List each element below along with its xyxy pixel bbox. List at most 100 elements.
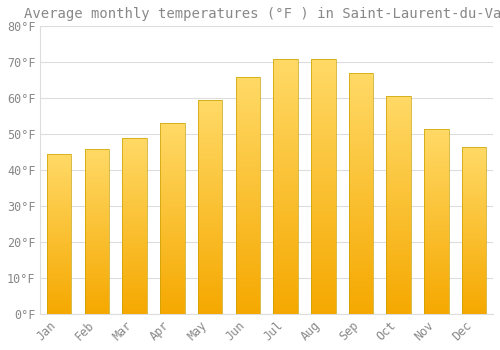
Bar	[348, 303, 374, 304]
Bar	[348, 98, 374, 99]
Bar	[386, 244, 411, 245]
Bar	[386, 286, 411, 287]
Bar	[424, 139, 448, 140]
Bar	[462, 269, 486, 270]
Bar	[274, 223, 298, 225]
Bar	[47, 259, 72, 260]
Bar	[236, 212, 260, 213]
Bar	[160, 190, 184, 191]
Bar	[424, 299, 448, 300]
Bar	[198, 152, 222, 153]
Bar	[274, 150, 298, 152]
Bar	[424, 307, 448, 308]
Bar	[236, 313, 260, 314]
Bar	[198, 266, 222, 267]
Bar	[274, 249, 298, 250]
Bar	[274, 309, 298, 310]
Bar	[462, 287, 486, 288]
Bar	[386, 298, 411, 299]
Bar	[386, 215, 411, 216]
Bar	[236, 246, 260, 247]
Bar	[122, 155, 147, 156]
Bar	[122, 214, 147, 215]
Bar	[274, 89, 298, 91]
Bar	[160, 213, 184, 214]
Bar	[198, 295, 222, 296]
Bar	[386, 152, 411, 153]
Bar	[311, 82, 336, 83]
Bar	[311, 191, 336, 193]
Bar	[122, 148, 147, 149]
Bar	[462, 297, 486, 298]
Bar	[348, 125, 374, 126]
Bar	[386, 303, 411, 304]
Bar	[311, 296, 336, 297]
Bar	[122, 168, 147, 169]
Bar	[348, 124, 374, 125]
Bar	[311, 267, 336, 268]
Bar	[47, 272, 72, 273]
Bar	[348, 83, 374, 84]
Bar	[160, 123, 184, 314]
Bar	[198, 270, 222, 271]
Bar	[198, 226, 222, 227]
Bar	[122, 279, 147, 280]
Bar	[348, 237, 374, 238]
Bar	[348, 73, 374, 74]
Bar	[424, 287, 448, 288]
Bar	[47, 159, 72, 160]
Bar	[311, 210, 336, 212]
Bar	[274, 170, 298, 171]
Bar	[386, 104, 411, 105]
Bar	[236, 275, 260, 276]
Bar	[274, 214, 298, 216]
Bar	[122, 252, 147, 253]
Bar	[236, 202, 260, 204]
Bar	[122, 180, 147, 181]
Bar	[160, 310, 184, 311]
Bar	[386, 271, 411, 272]
Bar	[274, 232, 298, 233]
Bar	[84, 210, 109, 211]
Bar	[84, 252, 109, 253]
Bar	[160, 238, 184, 239]
Bar	[311, 235, 336, 236]
Bar	[198, 303, 222, 304]
Bar	[160, 230, 184, 231]
Bar	[160, 177, 184, 178]
Bar	[424, 158, 448, 159]
Bar	[348, 256, 374, 257]
Bar	[386, 254, 411, 255]
Bar	[84, 220, 109, 221]
Bar	[198, 113, 222, 114]
Bar	[198, 235, 222, 236]
Bar	[462, 200, 486, 201]
Bar	[311, 291, 336, 292]
Bar	[424, 202, 448, 203]
Bar	[348, 234, 374, 236]
Bar	[462, 282, 486, 283]
Bar	[462, 155, 486, 156]
Bar	[462, 167, 486, 168]
Bar	[462, 157, 486, 158]
Bar	[274, 193, 298, 194]
Bar	[424, 185, 448, 186]
Bar	[122, 274, 147, 275]
Bar	[424, 234, 448, 235]
Bar	[424, 214, 448, 215]
Bar	[386, 151, 411, 152]
Bar	[47, 293, 72, 294]
Bar	[236, 260, 260, 262]
Bar	[236, 94, 260, 96]
Bar	[274, 189, 298, 190]
Bar	[462, 164, 486, 165]
Bar	[47, 308, 72, 309]
Bar	[47, 290, 72, 291]
Bar	[122, 163, 147, 164]
Bar	[274, 115, 298, 116]
Bar	[311, 92, 336, 93]
Bar	[462, 275, 486, 276]
Bar	[424, 186, 448, 187]
Bar	[236, 81, 260, 83]
Bar	[160, 269, 184, 270]
